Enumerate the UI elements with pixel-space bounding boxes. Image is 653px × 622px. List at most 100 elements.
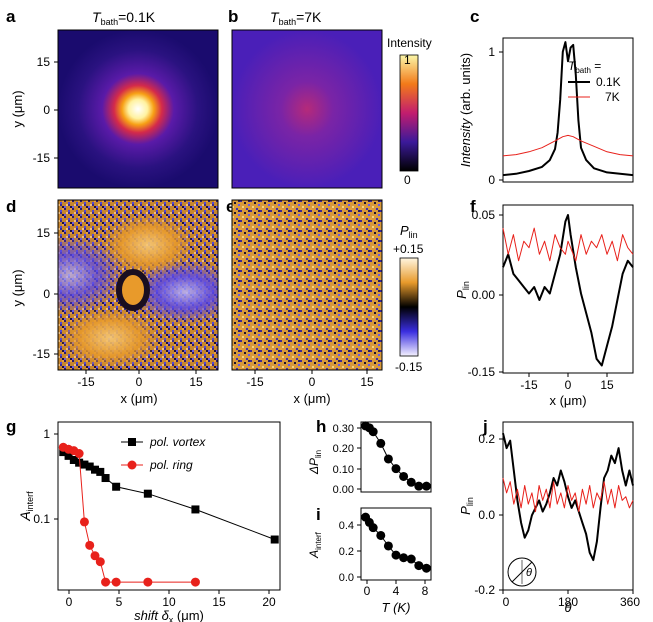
g-point (59, 448, 68, 457)
tick-label: 0 (309, 375, 316, 389)
colorbar-plin-max: +0.15 (393, 242, 424, 256)
legend-g-entry-1: pol. ring (149, 458, 193, 472)
i-y-ticks: 0.4 0.2 0.0 (339, 520, 361, 584)
panel-c: c 1 0 Intensity (arb. units) Tbath = 0.1… (458, 7, 634, 187)
g-point (75, 458, 84, 467)
i-series (361, 512, 431, 573)
tick-label: 15 (360, 375, 374, 389)
i-point (414, 561, 424, 571)
tick-label: 0 (503, 595, 510, 609)
j-x-ticks: 0 180 360 (502, 590, 640, 609)
panel-letter-a: a (6, 7, 16, 26)
map-d-y-ticks: 15 0 -15 (33, 226, 58, 361)
g-point (85, 540, 95, 550)
tick-label: 8 (422, 584, 429, 598)
title-a: Tbath=0.1K (92, 9, 156, 27)
y-axis-label-j: Plin (458, 497, 475, 515)
tick-label: 0.2 (339, 546, 354, 558)
g-point (90, 551, 100, 561)
x-axis-label-g: shift δx (μm) (134, 608, 204, 622)
y-axis-label-c: Intensity (arb. units) (458, 53, 473, 167)
colorbar-gradient (399, 54, 419, 172)
c-y-ticks: 1 0 (488, 45, 503, 187)
f-x-ticks: -15 0 15 (520, 373, 614, 392)
tick-label: 0.05 (472, 208, 496, 222)
y-axis-label-h: ΔPlin (307, 450, 323, 475)
tick-label: 4 (393, 584, 400, 598)
g-point (69, 455, 78, 464)
plot-frame-h (360, 421, 432, 493)
x-axis-label-e: x (μm) (293, 391, 330, 406)
f-series-line-1 (502, 227, 634, 262)
plot-frame-c (502, 37, 634, 183)
panel-letter-j: j (482, 417, 488, 436)
g-point (85, 462, 94, 471)
j-series (502, 432, 634, 562)
map-frame-e (231, 199, 383, 371)
h-point (406, 477, 416, 487)
theta-inset-icon: θ (507, 557, 537, 587)
colorbar-title: Intensity (387, 36, 432, 50)
h-point (368, 427, 378, 437)
h-point (421, 481, 431, 491)
tick-label: 0 (488, 173, 495, 187)
i-point (406, 554, 416, 564)
g-series (58, 442, 279, 587)
i-point (399, 553, 409, 563)
g-point (112, 482, 121, 491)
panel-j: j 0.2 0.0 -0.2 0 180 360 Plin θ θ (458, 417, 640, 615)
y-axis-label-f: Plin (454, 281, 471, 299)
legend-g-marker-0 (128, 438, 136, 446)
i-point (391, 550, 401, 560)
tick-label: -0.2 (474, 583, 495, 597)
panel-i: i 0.4 0.2 0.0 0 4 8 Ainterf T (K) (307, 505, 432, 615)
tick-label: 15 (37, 55, 51, 69)
g-point (143, 577, 153, 587)
i-point (383, 541, 393, 551)
x-axis-label-i: T (K) (382, 600, 411, 615)
j-y-ticks: 0.2 0.0 -0.2 (474, 432, 503, 597)
tick-label: 0.00 (333, 484, 354, 496)
legend-g: pol. vortex pol. ring (121, 435, 206, 472)
colorbar-max: 1 (404, 53, 411, 67)
h-point (399, 471, 409, 481)
panel-letter-f: f (470, 197, 476, 216)
plin-colorbar: Plin +0.15 -0.15 (393, 223, 424, 374)
tick-label: 0 (43, 287, 50, 301)
tick-label: 15 (212, 595, 226, 609)
tick-label: 0 (43, 103, 50, 117)
x-axis-label-d: x (μm) (120, 391, 157, 406)
tick-label: 0.0 (478, 508, 495, 522)
plin-map-e (232, 200, 382, 370)
hi-x-ticks: 0 4 8 (364, 580, 429, 598)
x-axis-label-j: θ (564, 600, 571, 615)
panel-f: f 0.05 0.00 -0.15 -15 0 15 Plin x (μm) (454, 197, 634, 408)
tick-label: 10 (162, 595, 176, 609)
f-series (502, 214, 634, 367)
panel-h: h 0.30 0.20 0.10 0.00 ΔPlin (307, 417, 432, 496)
legend-c-entry-1: 7K (605, 90, 620, 104)
colorbar-plin-gradient (399, 257, 419, 357)
g-point (143, 489, 152, 498)
map-frame-b (231, 29, 383, 189)
tick-label: 0.20 (333, 443, 354, 455)
panel-letter-e: e (226, 197, 235, 216)
g-point (101, 577, 111, 587)
g-point (91, 465, 99, 474)
panel-e: e -15 0 15 x (μm) (226, 197, 383, 406)
h-point (414, 481, 424, 491)
intensity-map-a (58, 30, 218, 188)
tick-label: 0 (136, 375, 143, 389)
panel-letter-g: g (6, 417, 16, 436)
g-point (190, 577, 200, 587)
g-point (111, 577, 121, 587)
tick-label: -15 (33, 347, 51, 361)
colorbar-plin-min: -0.15 (395, 360, 423, 374)
tick-label: 0 (66, 595, 73, 609)
panel-letter-b: b (228, 7, 238, 26)
g-x-ticks: 0 5 10 15 20 (66, 590, 276, 609)
tick-label: 0.00 (472, 288, 496, 302)
g-point (101, 474, 110, 483)
panel-letter-d: d (6, 197, 16, 216)
